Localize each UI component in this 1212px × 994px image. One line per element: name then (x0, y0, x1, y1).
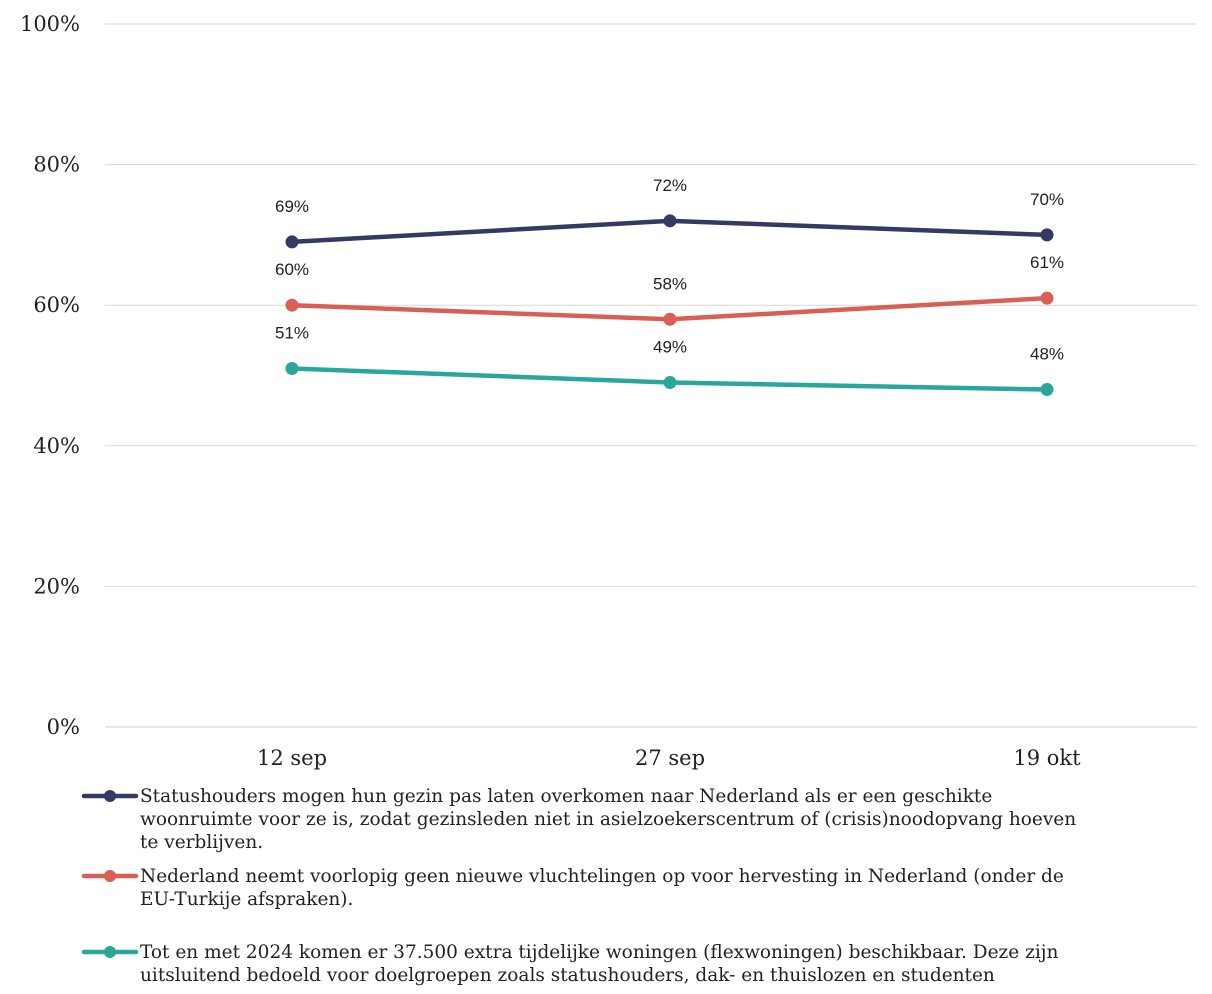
x-tick-label: 27 sep (635, 746, 705, 770)
y-tick-label: 100% (20, 12, 80, 36)
x-tick-label: 12 sep (257, 746, 327, 770)
legend-label: Tot en met 2024 komen er 37.500 extra ti… (140, 942, 1059, 986)
y-tick-label: 20% (33, 574, 80, 598)
legend-label-line: uitsluitend bedoeld voor doelgroepen zoa… (140, 965, 995, 986)
legend-label-line: Statushouders mogen hun gezin pas laten … (140, 786, 992, 807)
data-point (285, 298, 299, 312)
data-label: 70% (1030, 190, 1064, 209)
legend-label: Statushouders mogen hun gezin pas laten … (140, 786, 1076, 853)
x-axis: 12 sep 27 sep 19 okt (257, 746, 1081, 770)
data-labels: 69% 72% 70% 60% 58% 61% 51% 49% 48% (275, 176, 1064, 364)
series-layer (285, 214, 1054, 397)
data-label: 58% (653, 274, 687, 293)
gridlines (105, 23, 1197, 728)
data-point (1040, 291, 1054, 305)
data-point (663, 312, 677, 326)
data-label: 69% (275, 197, 309, 216)
legend-label-line: woonruimte voor ze is, zodat gezinsleden… (140, 809, 1076, 830)
data-point (1040, 383, 1054, 397)
data-point (285, 361, 299, 375)
legend: Statushouders mogen hun gezin pas laten … (81, 786, 1076, 986)
y-tick-label: 0% (47, 715, 80, 739)
data-point (663, 376, 677, 390)
data-label: 60% (275, 260, 309, 279)
legend-item: Statushouders mogen hun gezin pas laten … (81, 786, 1076, 853)
legend-label-line: te verblijven. (140, 832, 263, 853)
data-point (285, 235, 299, 249)
legend-label: Nederland neemt voorlopig geen nieuwe vl… (140, 866, 1064, 910)
data-label: 61% (1030, 253, 1064, 272)
legend-swatch-marker (104, 790, 116, 802)
y-tick-label: 60% (33, 293, 80, 317)
legend-item: Nederland neemt voorlopig geen nieuwe vl… (81, 866, 1064, 910)
y-axis: 0% 20% 40% 60% 80% 100% (20, 12, 80, 739)
data-point (663, 214, 677, 228)
data-label: 48% (1030, 345, 1064, 364)
data-label: 51% (275, 323, 309, 342)
y-tick-label: 80% (33, 153, 80, 177)
data-label: 49% (653, 338, 687, 357)
legend-label-line: Tot en met 2024 komen er 37.500 extra ti… (140, 942, 1059, 963)
legend-item: Tot en met 2024 komen er 37.500 extra ti… (81, 942, 1059, 986)
y-tick-label: 40% (33, 434, 80, 458)
legend-swatch-marker (104, 946, 116, 958)
data-label: 72% (653, 176, 687, 195)
legend-label-line: EU-Turkije afspraken). (140, 889, 353, 910)
legend-swatch-marker (104, 870, 116, 882)
data-point (1040, 228, 1054, 242)
x-tick-label: 19 okt (1013, 746, 1081, 770)
legend-label-line: Nederland neemt voorlopig geen nieuwe vl… (140, 866, 1064, 887)
